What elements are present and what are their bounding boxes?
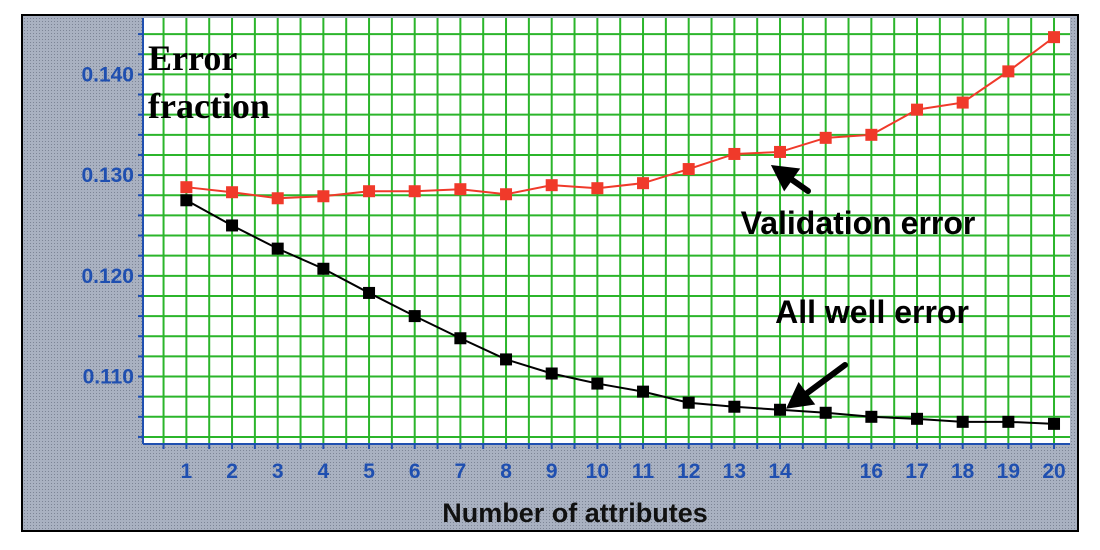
validation-error-arrow [770,165,811,194]
x-tick-label-7: 7 [455,460,467,483]
x-axis-label: Number of attributes [442,498,708,528]
x-tick-label-17: 17 [905,460,928,483]
x-tick-label-1: 1 [181,460,193,483]
point-all_well-8 [500,353,513,366]
point-validation-8 [500,188,513,201]
y-tick-labels: 0.110 0.120 0.130 0.140 [81,63,134,388]
point-validation-1 [180,181,193,194]
point-validation-18 [956,96,969,109]
point-all_well-17 [911,412,924,425]
point-validation-13 [728,147,741,160]
point-validation-16 [865,128,878,141]
x-tick-label-12: 12 [677,460,700,483]
point-validation-15 [819,131,832,144]
all-well-error-annotation: All well error [775,294,969,330]
point-validation-2 [226,186,239,199]
point-all_well-16 [865,410,878,423]
point-validation-7 [454,183,467,196]
point-all_well-10 [591,377,604,390]
x-tick-label-6: 6 [409,460,421,483]
x-tick-label-18: 18 [951,460,975,483]
point-validation-9 [545,179,558,192]
annotation-arrows [770,165,848,409]
point-validation-5 [363,185,376,198]
point-all_well-12 [682,396,695,409]
x-tick-labels: 1 2 3 4 5 6 7 8 9 10 11 12 13 14 16 17 18 19 20 [181,460,1066,483]
point-all_well-19 [1002,415,1015,428]
point-all_well-13 [728,400,741,413]
x-tick-label-13: 13 [723,460,746,483]
x-tick-label-20: 20 [1042,460,1065,483]
point-all_well-18 [956,415,969,428]
x-tick-label-9: 9 [546,460,558,483]
x-tick-label-5: 5 [363,460,375,483]
point-all_well-14 [774,403,787,416]
grid [143,18,1070,444]
plot-area [143,18,1070,444]
y-tick-label-2: 0.130 [81,164,134,187]
point-validation-4 [317,190,330,203]
x-tick-label-14: 14 [768,460,792,483]
x-tick-label-11: 11 [632,460,655,483]
point-validation-11 [637,177,650,190]
point-validation-19 [1002,65,1015,78]
y-tick-label-1: 0.120 [81,265,134,288]
y-tick-label-0: 0.110 [83,366,134,389]
x-tick-label-4: 4 [318,460,330,483]
point-all_well-11 [637,385,650,398]
point-validation-3 [271,192,284,205]
point-all_well-3 [271,242,284,255]
point-all_well-7 [454,332,467,345]
point-all_well-1 [180,194,193,207]
point-validation-14 [774,145,787,158]
y-axis-label-line-2: fraction [148,86,270,126]
point-all_well-20 [1048,417,1061,430]
point-validation-10 [591,182,604,195]
point-all_well-6 [408,310,421,323]
series-line-all_well [185,199,1055,425]
y-tick-label-3: 0.140 [81,63,134,86]
point-all_well-5 [363,286,376,299]
point-all_well-9 [545,367,558,380]
all-well-error-arrow [786,362,848,409]
x-tick-label-19: 19 [997,460,1020,483]
point-validation-20 [1048,31,1061,44]
series-line-validation [186,36,1055,200]
x-tick-label-16: 16 [860,460,883,483]
x-tick-label-8: 8 [500,460,512,483]
validation-error-annotation: Validation error [741,205,976,241]
y-axis-label-line-1: Error [148,38,237,78]
x-tick-label-2: 2 [226,460,238,483]
x-tick-label-10: 10 [586,460,609,483]
point-all_well-4 [317,262,330,275]
series [180,31,1061,430]
x-tick-label-3: 3 [272,460,284,483]
point-all_well-15 [819,406,832,419]
point-validation-6 [408,185,421,198]
axes [138,18,1070,449]
point-all_well-2 [226,219,239,232]
point-validation-12 [682,163,695,176]
point-validation-17 [911,103,924,116]
